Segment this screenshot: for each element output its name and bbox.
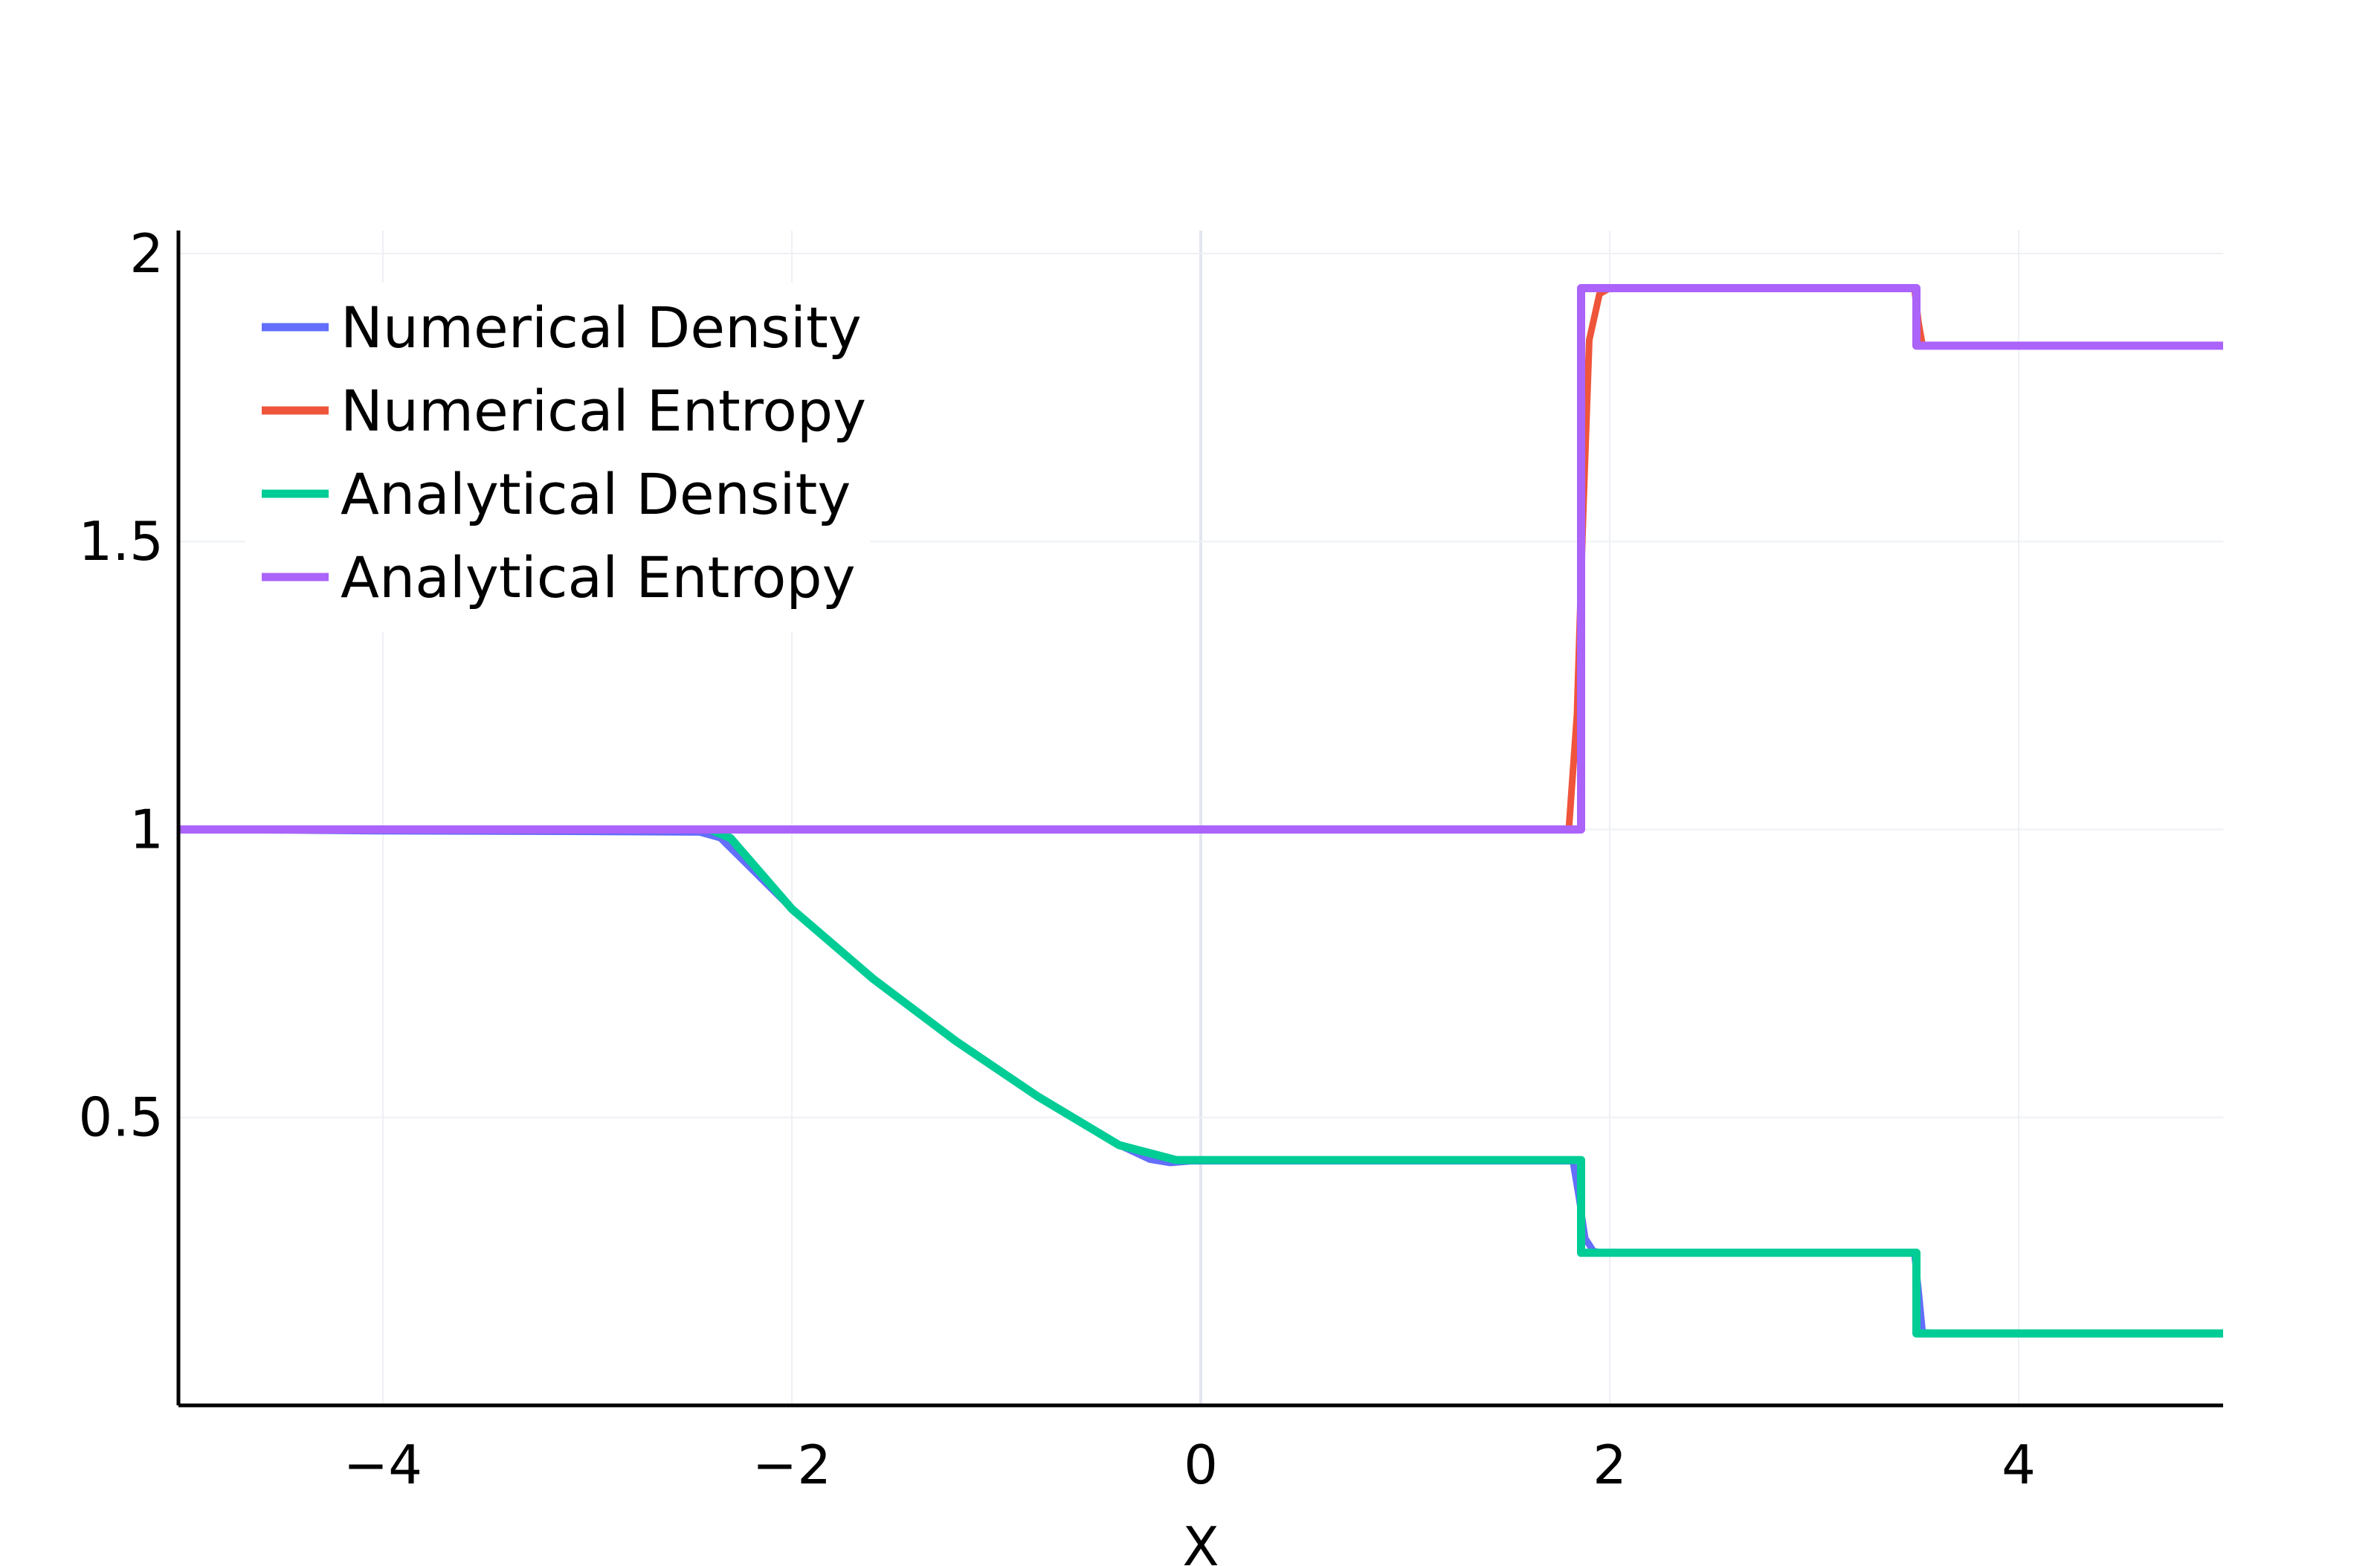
legend-label-numerical-entropy: Numerical Entropy (341, 378, 866, 444)
x-tick-label: 2 (1593, 1434, 1627, 1496)
series-line-analytical-entropy (178, 284, 2223, 834)
x-tick-label: −4 (344, 1434, 422, 1496)
legend-background (245, 283, 870, 632)
y-tick-label: 0.5 (78, 1086, 164, 1149)
y-tick-label: 1 (129, 798, 164, 860)
x-tick-label: 0 (1184, 1434, 1218, 1496)
axes (176, 231, 2223, 1408)
y-tick-label: 2 (129, 222, 164, 285)
x-axis-title: X (1182, 1515, 1219, 1566)
legend-label-analytical-entropy: Analytical Entropy (341, 544, 856, 610)
y-tick-label: 1.5 (78, 510, 164, 573)
tick-labels: −4 −2 0 2 4 0.5 1 1.5 2 (78, 222, 2035, 1496)
x-tick-label: −2 (752, 1434, 831, 1496)
legend-label-analytical-density: Analytical Density (341, 461, 851, 527)
legend: Numerical Density Numerical Entropy Analyt… (245, 283, 870, 632)
legend-label-numerical-density: Numerical Density (341, 294, 862, 361)
series-layer (178, 284, 2223, 1338)
x-tick-label: 4 (2002, 1434, 2036, 1496)
series-line-analytical-density (178, 825, 2223, 1338)
